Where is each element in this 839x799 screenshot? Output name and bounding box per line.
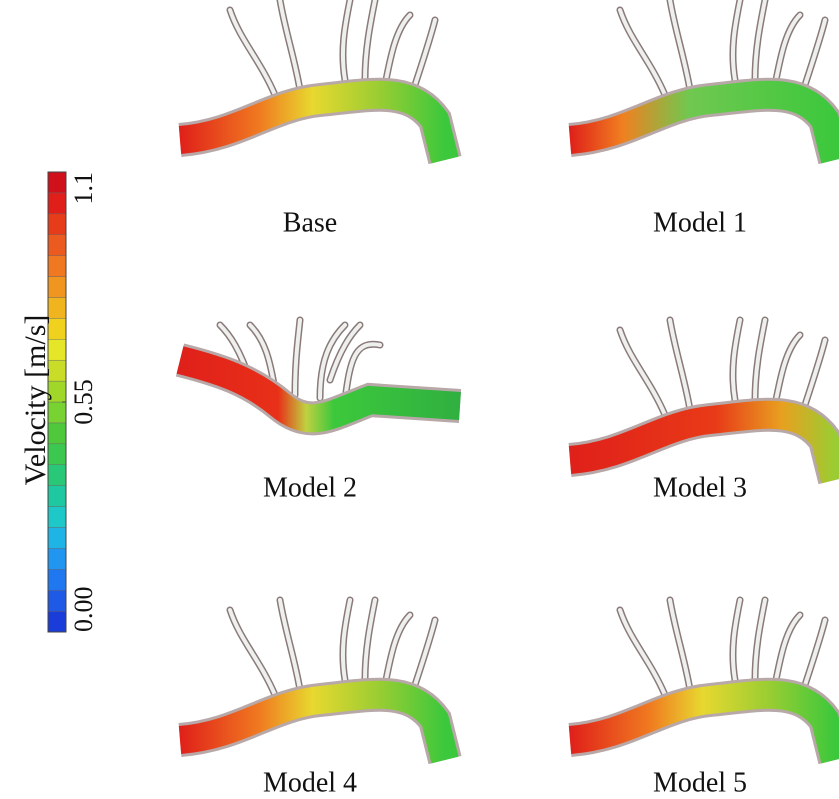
colorbar-title: Velocity [m/s] <box>19 315 52 486</box>
panel-label: Model 5 <box>653 767 747 798</box>
branch-inner <box>280 600 300 690</box>
branch-inner <box>620 610 665 695</box>
colorbar-band <box>48 507 66 528</box>
panel-label: Model 2 <box>263 472 357 503</box>
colorbar-band <box>48 235 66 256</box>
colorbar-band <box>48 611 66 632</box>
colorbar-band <box>48 527 66 548</box>
branch-inner <box>620 10 665 95</box>
vessel-flow <box>180 695 445 760</box>
colorbar-band <box>48 256 66 277</box>
vessel-flow <box>570 415 835 480</box>
vessel-flow <box>570 95 835 160</box>
colorbar-band <box>48 214 66 235</box>
vessel-render <box>570 320 835 480</box>
colorbar-band <box>48 172 66 193</box>
colorbar-band <box>48 277 66 298</box>
colorbar-band <box>48 590 66 611</box>
branch-inner <box>670 600 690 690</box>
colorbar-tick-label: 0.55 <box>69 379 98 425</box>
branch-inner <box>620 330 665 415</box>
colorbar-band <box>48 486 66 507</box>
vessel-render <box>570 600 835 760</box>
vessel-flow <box>570 695 835 760</box>
panel-label: Base <box>283 207 337 238</box>
vessel-flow <box>180 95 445 160</box>
branch-inner <box>670 0 690 90</box>
colorbar-tick-label: 1.1 <box>69 172 98 205</box>
branch-inner <box>280 0 300 90</box>
vessel-render <box>180 320 460 418</box>
branch-inner <box>670 320 690 410</box>
branch-inner <box>230 10 275 95</box>
panel-label: Model 3 <box>653 472 747 503</box>
colorbar-band <box>48 193 66 214</box>
figure: Velocity [m/s] 0.00 0.55 1.1 Base Model 1 Mod… <box>0 0 839 799</box>
branch-inner <box>230 610 275 695</box>
colorbar-band <box>48 569 66 590</box>
panel-label: Model 4 <box>263 767 357 798</box>
colorbar-band <box>48 548 66 569</box>
vessel-render <box>180 600 445 760</box>
colorbar-tick-label: 0.00 <box>69 587 98 633</box>
vessel-render <box>570 0 835 160</box>
vessel-render <box>180 0 445 160</box>
panel-label: Model 1 <box>653 207 747 238</box>
